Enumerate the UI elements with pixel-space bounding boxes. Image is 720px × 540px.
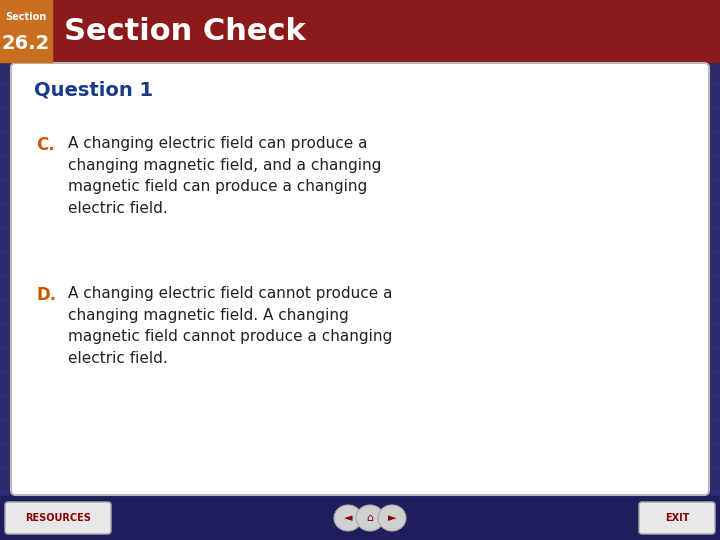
Text: D.: D. bbox=[36, 286, 56, 304]
Text: Section Check: Section Check bbox=[64, 17, 306, 45]
Text: Section: Section bbox=[5, 12, 47, 22]
Ellipse shape bbox=[378, 505, 406, 531]
Bar bbox=[0, 0, 52, 62]
Text: A changing electric field cannot produce a
changing magnetic field. A changing
m: A changing electric field cannot produce… bbox=[68, 286, 392, 366]
Text: C.: C. bbox=[36, 136, 55, 154]
Bar bbox=[0, 496, 720, 540]
Text: Question 1: Question 1 bbox=[34, 80, 153, 99]
FancyBboxPatch shape bbox=[639, 502, 715, 534]
Ellipse shape bbox=[334, 505, 362, 531]
Text: RESOURCES: RESOURCES bbox=[25, 513, 91, 523]
Text: ◄: ◄ bbox=[343, 513, 352, 523]
FancyBboxPatch shape bbox=[5, 502, 111, 534]
Text: ⌂: ⌂ bbox=[366, 513, 374, 523]
Bar bbox=[0, 0, 720, 62]
Text: ►: ► bbox=[388, 513, 396, 523]
Text: EXIT: EXIT bbox=[665, 513, 689, 523]
Text: A changing electric field can produce a
changing magnetic field, and a changing
: A changing electric field can produce a … bbox=[68, 136, 382, 216]
Text: 26.2: 26.2 bbox=[2, 34, 50, 53]
Ellipse shape bbox=[356, 505, 384, 531]
FancyBboxPatch shape bbox=[11, 63, 709, 495]
